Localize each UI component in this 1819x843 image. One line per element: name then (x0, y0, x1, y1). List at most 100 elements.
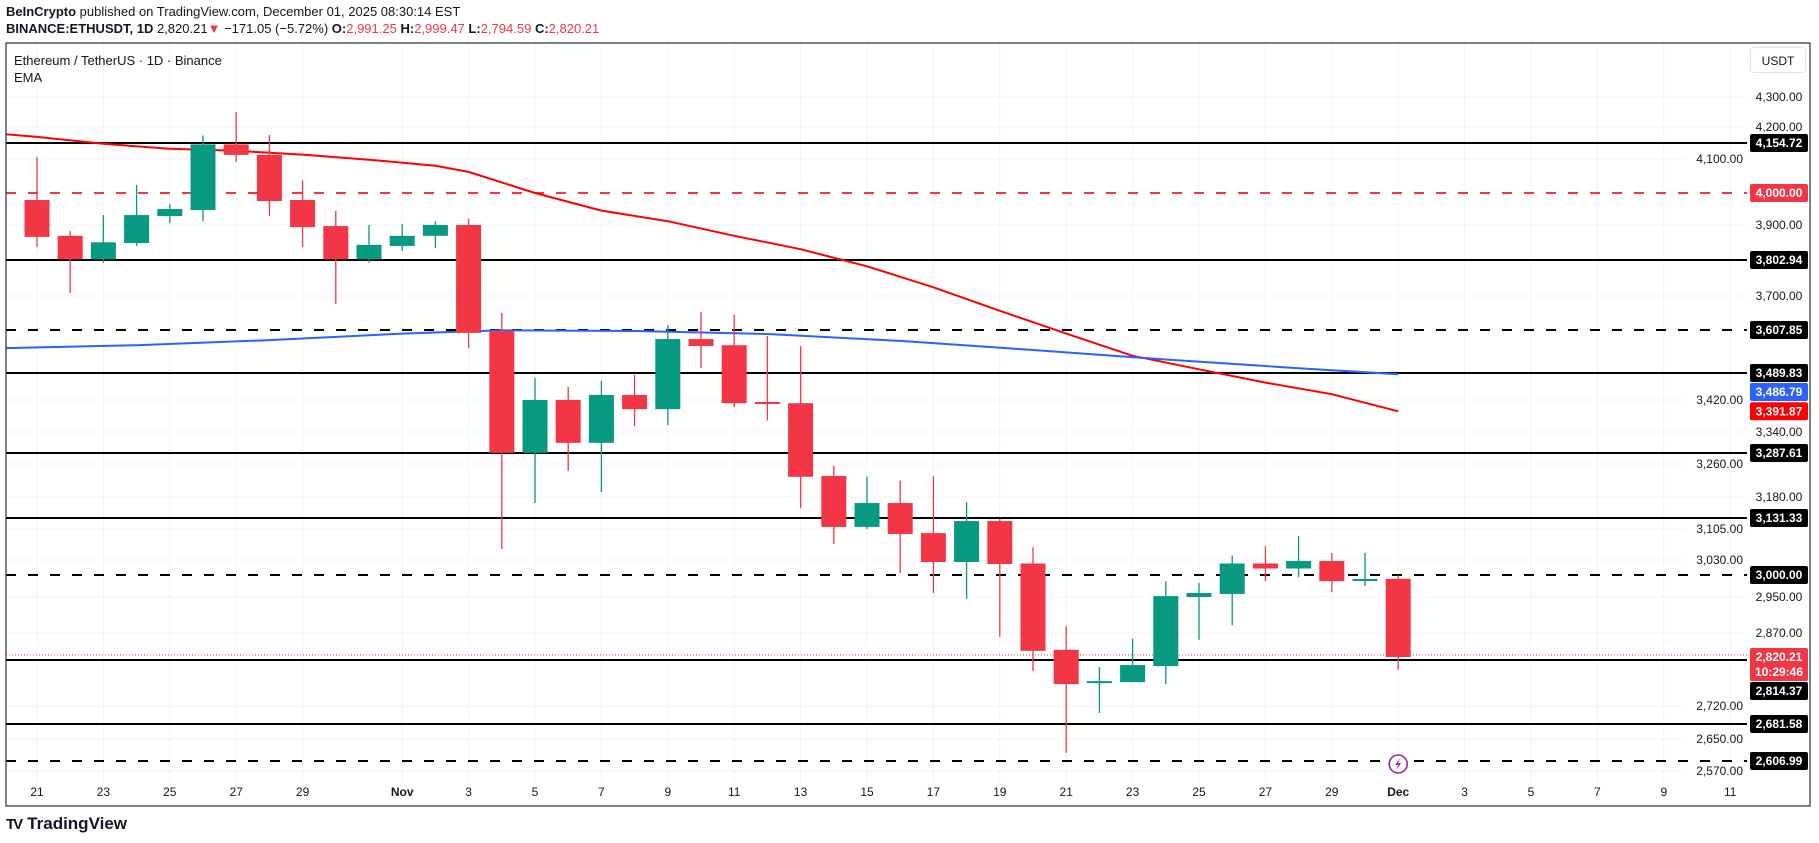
candle[interactable] (987, 518, 1013, 637)
price-axis-tick-backdrop (1684, 552, 1745, 567)
level-price-label: 3,287.61 (1750, 444, 1808, 462)
candle[interactable] (588, 381, 614, 493)
price-label-text: 2,606.99 (1756, 754, 1803, 768)
candle[interactable] (821, 465, 847, 544)
price-label-text: 3,131.33 (1756, 511, 1803, 525)
price-axis-tick-backdrop (1684, 151, 1745, 166)
candle[interactable] (1319, 552, 1345, 593)
candle-body (456, 225, 482, 333)
candle[interactable] (721, 314, 747, 408)
candle-body (555, 400, 581, 443)
time-axis-tick-label: 5 (532, 785, 539, 799)
price-axis-tick-label: 2,650.00 (1696, 732, 1743, 746)
candle[interactable] (489, 312, 515, 549)
price-axis-tick-label: 2,570.00 (1696, 764, 1743, 778)
candle[interactable] (522, 377, 548, 504)
price-axis-tick-label: 2,870.00 (1756, 626, 1803, 640)
candle[interactable] (1053, 626, 1079, 753)
price-label-box (1750, 444, 1808, 462)
candle[interactable] (688, 311, 714, 369)
level-price-label: 4,154.72 (1750, 134, 1808, 152)
candle[interactable] (655, 325, 681, 426)
candle[interactable] (954, 502, 980, 599)
candle-body (290, 200, 316, 228)
candle[interactable] (1219, 555, 1245, 626)
price-axis-tick-label: 4,200.00 (1756, 120, 1803, 134)
level-price-label: 2,681.58 (1750, 715, 1808, 733)
price-label-text: 3,486.79 (1756, 385, 1803, 399)
time-axis-tick-label: Dec (1387, 785, 1409, 799)
candle[interactable] (290, 180, 316, 247)
candle-body (1086, 681, 1112, 684)
time-axis-tick-label: 9 (664, 785, 671, 799)
tradingview-logo[interactable]: TV TradingView (6, 814, 127, 834)
candle[interactable] (223, 112, 249, 163)
candle[interactable] (1385, 575, 1411, 670)
price-axis-tick-backdrop (1684, 521, 1745, 536)
candle[interactable] (124, 184, 150, 246)
candle[interactable] (1352, 552, 1378, 586)
candle[interactable] (887, 480, 913, 574)
price-axis-tick-backdrop (1684, 763, 1745, 778)
symbol: BINANCE:ETHUSDT, 1D (6, 21, 154, 36)
candle[interactable] (57, 231, 83, 293)
price-label-box (1750, 752, 1808, 770)
lightning-icon[interactable] (1388, 754, 1408, 774)
currency-button[interactable]: USDT (1750, 47, 1806, 73)
candle[interactable] (788, 345, 814, 509)
candle[interactable] (1153, 581, 1179, 685)
price-label-text: 4,154.72 (1756, 136, 1803, 150)
down-arrow-icon: ▼ (207, 21, 221, 36)
candle[interactable] (323, 210, 349, 305)
legend-indicator[interactable]: EMA (14, 70, 43, 85)
candle[interactable] (356, 225, 382, 263)
price-label-text: 3,802.94 (1756, 253, 1803, 267)
candle-body (90, 242, 116, 260)
candle[interactable] (456, 218, 482, 349)
candle[interactable] (1252, 546, 1278, 582)
price-label-box (1750, 715, 1808, 733)
candle-body (356, 244, 382, 260)
candle[interactable] (1186, 582, 1212, 640)
price-label-box (1750, 364, 1808, 382)
price-label-text: 3,000.00 (1756, 568, 1803, 582)
published-text: published on TradingView.com, December 0… (76, 4, 461, 19)
candle[interactable] (389, 224, 415, 251)
candle[interactable] (24, 156, 50, 247)
high-value: 2,999.47 (414, 21, 465, 36)
price-label-box (1750, 184, 1808, 202)
candle[interactable] (190, 135, 216, 222)
candle[interactable] (1120, 638, 1146, 683)
candle[interactable] (754, 336, 780, 421)
chart-legend: Ethereum / TetherUS · 1D · Binance EMA (14, 52, 222, 86)
candle[interactable] (157, 203, 183, 224)
candle-body (622, 394, 648, 410)
candle-body (1319, 561, 1345, 582)
time-axis-tick-label: 11 (728, 785, 741, 799)
candle-body (954, 521, 980, 562)
candle[interactable] (555, 386, 581, 472)
candle[interactable] (854, 476, 880, 529)
candle[interactable] (1020, 547, 1046, 671)
candle[interactable] (256, 135, 282, 217)
candle[interactable] (422, 221, 448, 249)
ema-value-label: 3,391.87 (1750, 402, 1808, 421)
candle[interactable] (920, 476, 946, 594)
price-label-box (1750, 134, 1808, 152)
candle-body (1120, 665, 1146, 683)
candle[interactable] (90, 215, 116, 263)
candle-body (588, 394, 614, 443)
candle[interactable] (1086, 667, 1112, 714)
time-axis-tick-label: 7 (598, 785, 605, 799)
candle-body (1053, 649, 1079, 685)
candle[interactable] (622, 374, 648, 426)
candle-body (920, 533, 946, 562)
candle[interactable] (1286, 536, 1312, 578)
open-value: 2,991.25 (346, 21, 397, 36)
time-axis-tick-label: 3 (1461, 785, 1468, 799)
level-price-label: 3,607.85 (1750, 321, 1808, 339)
candle-body (24, 200, 50, 237)
lightning-bolt (1395, 758, 1402, 770)
level-price-label: 3,131.33 (1750, 509, 1808, 527)
